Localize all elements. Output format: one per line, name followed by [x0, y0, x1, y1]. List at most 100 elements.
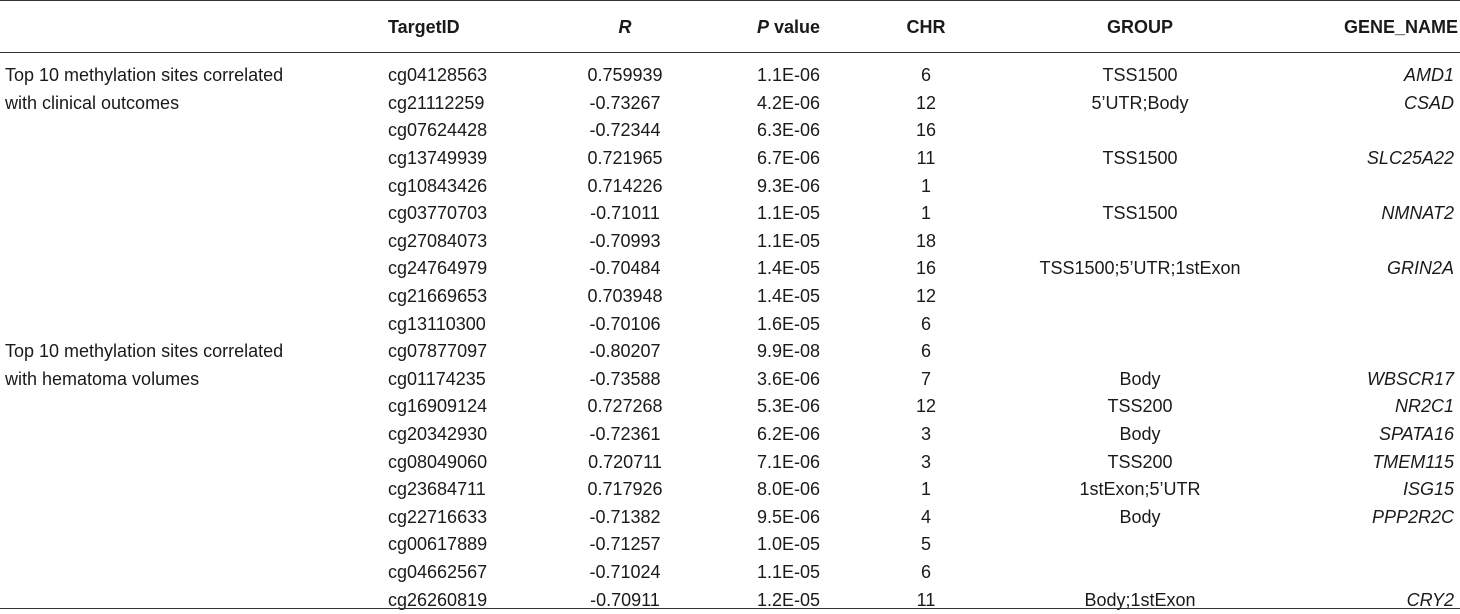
target-id-cell: cg04128563	[388, 65, 488, 86]
gene-name-cell	[1300, 531, 1458, 559]
target-id-cell: cg00617889	[388, 534, 488, 555]
chr-cell: 11	[916, 148, 936, 169]
r-cell: -0.72361	[589, 424, 661, 445]
r-cell: -0.71257	[589, 534, 661, 555]
gene-name-cell: NR2C1	[1394, 396, 1454, 417]
chr-cell: 12	[915, 396, 937, 417]
chr-cell: 6	[920, 65, 931, 86]
p-value-cell: 1.4E-05	[756, 258, 820, 279]
p-value-cell: 8.0E-06	[756, 479, 820, 500]
target-id-cell: cg20342930	[388, 424, 488, 445]
group-cell: 5’UTR;Body	[1091, 92, 1189, 113]
header-p-letter: P	[756, 16, 769, 37]
target-id-cell: cg07624428	[388, 120, 488, 141]
target-id-cell: cg10843426	[388, 175, 488, 196]
table-row: cg13110300 -0.70106 1.6E-05 6	[0, 310, 1460, 338]
p-value-cell: 1.6E-05	[756, 313, 820, 334]
r-cell: -0.71024	[589, 562, 661, 583]
r-cell: -0.72344	[589, 120, 661, 141]
r-cell: -0.70106	[589, 313, 661, 334]
header-r: R	[560, 12, 690, 42]
group-label-line1: Top 10 methylation sites correlated	[5, 65, 284, 86]
table-row: cg13749939 0.721965 6.7E-06 11 TSS1500 SLC25A…	[0, 145, 1460, 173]
gene-name-cell: CRY2	[1406, 589, 1454, 610]
gene-name-cell	[1300, 310, 1458, 338]
table-row: cg27084073 -0.70993 1.1E-05 18	[0, 228, 1460, 256]
header-group: GROUP	[1106, 16, 1173, 37]
group-cell: Body	[1119, 368, 1161, 389]
p-value-cell: 9.9E-08	[756, 341, 820, 362]
group-cell: TSS200	[1107, 396, 1173, 417]
r-cell: -0.70911	[590, 589, 660, 610]
r-cell: -0.80207	[589, 341, 661, 362]
gene-name-cell: AMD1	[1403, 65, 1454, 86]
p-value-cell: 4.2E-06	[756, 92, 820, 113]
group-cell	[1000, 117, 1280, 145]
table-row: cg03770703 -0.71011 1.1E-05 1 TSS1500 NMNAT2	[0, 200, 1460, 228]
target-id-cell: cg04662567	[388, 562, 488, 583]
table-row: cg26260819 -0.70911 1.2E-05 11 Body;1stExon C…	[0, 586, 1460, 614]
chr-cell: 3	[920, 451, 931, 472]
p-value-cell: 9.5E-06	[756, 506, 820, 527]
r-cell: 0.727268	[587, 396, 663, 417]
gene-name-cell: ISG15	[1402, 479, 1454, 500]
group-cell	[1000, 172, 1280, 200]
gene-name-cell: NMNAT2	[1381, 203, 1454, 224]
target-id-cell: cg26260819	[388, 589, 488, 610]
p-value-cell: 3.6E-06	[756, 368, 820, 389]
group-cell	[1000, 310, 1280, 338]
r-cell: -0.70993	[589, 230, 661, 251]
target-id-cell: cg01174235	[388, 368, 486, 389]
p-value-cell: 1.1E-06	[756, 65, 820, 86]
table-row: cg16909124 0.727268 5.3E-06 12 TSS200 NR2C1	[0, 393, 1460, 421]
gene-name-cell	[1300, 283, 1458, 311]
table-row: cg04662567 -0.71024 1.1E-05 6	[0, 559, 1460, 587]
group-label-block: Top 10 methylation sites correlated with …	[0, 62, 1460, 117]
target-id-cell: cg27084073	[388, 230, 488, 251]
group-cell	[1000, 559, 1280, 587]
gene-name-cell: WBSCR17	[1366, 368, 1454, 389]
table-row: cg20342930 -0.72361 6.2E-06 3 Body SPATA16	[0, 421, 1460, 449]
target-id-cell: cg21112259	[388, 92, 485, 113]
header-r-text: R	[618, 16, 632, 37]
header-gene-name: GENE_NAME	[1343, 16, 1458, 37]
header-target-id: TargetID	[388, 16, 460, 37]
group-cell: TSS1500	[1102, 65, 1178, 86]
gene-name-cell	[1300, 117, 1458, 145]
p-value-cell: 6.2E-06	[756, 424, 820, 445]
table-row: cg08049060 0.720711 7.1E-06 3 TSS200 TMEM115	[0, 448, 1460, 476]
chr-cell: 18	[915, 230, 937, 251]
p-value-cell: 1.0E-05	[756, 534, 820, 555]
gene-name-cell: SPATA16	[1378, 424, 1454, 445]
gene-name-cell	[1300, 228, 1458, 256]
r-cell: 0.714226	[587, 175, 663, 196]
group-cell: TSS200	[1107, 451, 1173, 472]
target-id-cell: cg07877097	[388, 341, 488, 362]
gene-name-cell: SLC25A22	[1366, 148, 1454, 169]
r-cell: 0.759939	[587, 65, 663, 86]
table-row: cg23684711 0.717926 8.0E-06 1 1stExon;5’UTR I…	[0, 476, 1460, 504]
table-row: cg07624428 -0.72344 6.3E-06 16	[0, 117, 1460, 145]
chr-cell: 12	[915, 286, 937, 307]
header-chr: CHR	[906, 16, 946, 37]
chr-cell: 11	[916, 589, 936, 610]
r-cell: -0.73588	[589, 368, 661, 389]
chr-cell: 6	[920, 313, 931, 334]
group-label-line1: Top 10 methylation sites correlated	[5, 341, 284, 362]
group-cell: Body;1stExon	[1084, 589, 1196, 610]
p-value-cell: 6.3E-06	[756, 120, 820, 141]
group-cell	[1000, 283, 1280, 311]
bottom-rule	[0, 608, 1460, 609]
group-cell: Body	[1119, 506, 1161, 527]
gene-name-cell: GRIN2A	[1386, 258, 1454, 279]
chr-cell: 12	[915, 92, 937, 113]
target-id-cell: cg16909124	[388, 396, 488, 417]
group-label-line2: with hematoma volumes	[5, 368, 200, 389]
table-row: cg07877097 -0.80207 9.9E-08 6	[0, 338, 1460, 366]
group-cell: TSS1500	[1102, 148, 1178, 169]
header-row: TargetID R P value CHR GROUP GENE_NAME	[0, 12, 1460, 42]
r-cell: 0.703948	[587, 286, 663, 307]
group-cell: Body	[1119, 424, 1161, 445]
target-id-cell: cg21669653	[388, 286, 488, 307]
group-cell	[1000, 228, 1280, 256]
